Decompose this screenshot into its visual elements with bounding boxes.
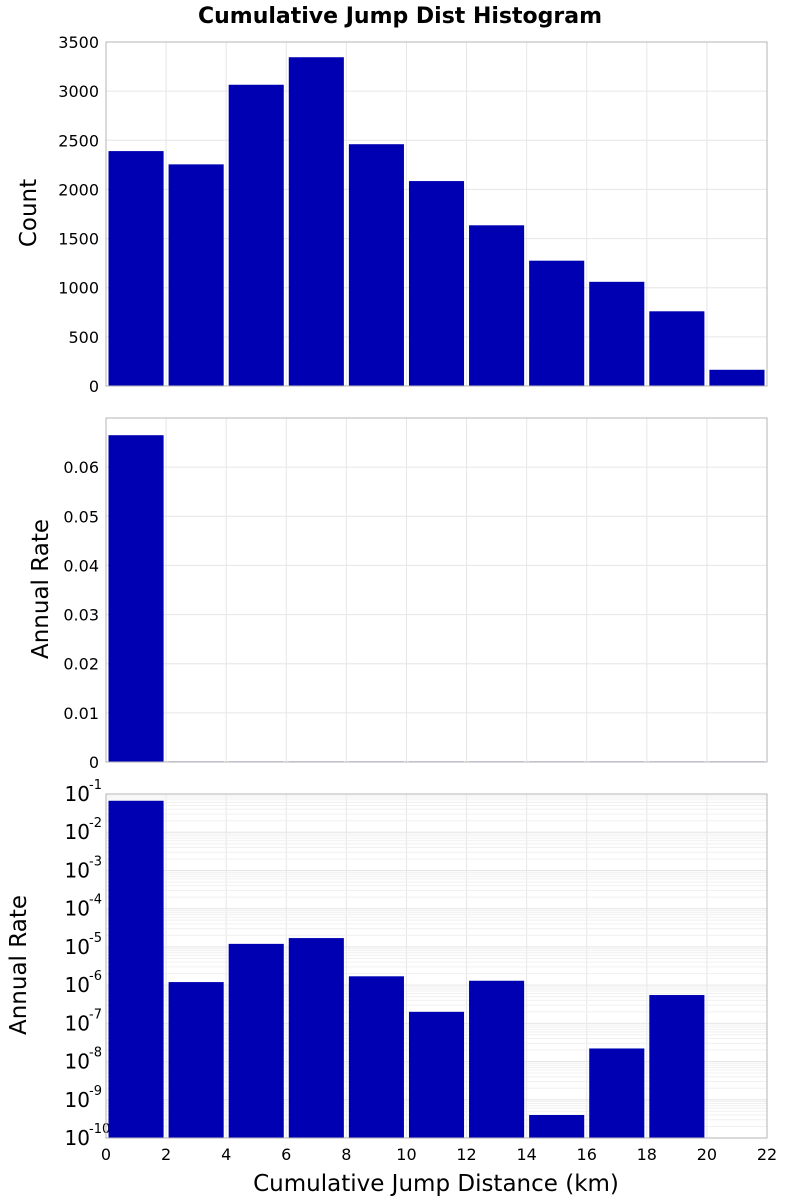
y-tick-label: 0.05 [63, 507, 99, 526]
x-tick-label: 22 [757, 1145, 777, 1164]
histogram-bar [469, 980, 525, 1138]
x-tick-label: 4 [221, 1145, 231, 1164]
histogram-bar [529, 1114, 585, 1138]
y-tick-label: 0.01 [63, 704, 99, 723]
y-tick-label: 2000 [58, 180, 99, 199]
histogram-bar [168, 164, 224, 386]
x-tick-label: 14 [516, 1145, 536, 1164]
x-tick-label: 0 [101, 1145, 111, 1164]
y-axis-label-annual-rate-log: Annual Rate [6, 895, 32, 1035]
x-tick-label: 16 [577, 1145, 597, 1164]
y-tick-label: 0.02 [63, 655, 99, 674]
histogram-bar [348, 144, 404, 386]
y-tick-label: 10 [65, 935, 90, 959]
histogram-bar [108, 800, 164, 1138]
y-tick-label: 500 [68, 328, 99, 347]
x-tick-label: 6 [281, 1145, 291, 1164]
y-axis-label-annual-rate: Annual Rate [28, 519, 54, 659]
histogram-bar [649, 995, 705, 1138]
y-tick-exponent: -7 [89, 1007, 102, 1022]
y-tick-exponent: -10 [89, 1122, 110, 1137]
count-histogram-panel: 0 500 1000 1500 2000 2500 3000 3500 [58, 33, 768, 396]
histogram-bar [288, 57, 344, 387]
y-tick-label: 0.03 [63, 606, 99, 625]
y-axis-label-count: Count [16, 179, 42, 247]
x-axis-label: Cumulative Jump Distance (km) [253, 1171, 619, 1197]
plot-frame [105, 417, 768, 763]
y-tick-label: 1500 [58, 230, 99, 249]
y-tick-label: 10 [65, 1088, 90, 1112]
histogram-bar [108, 151, 164, 386]
y-tick-label: 0 [89, 753, 99, 772]
y-tick-label: 10 [65, 820, 90, 844]
y-tick-label: 10 [65, 1050, 90, 1074]
y-tick-exponent: -1 [89, 778, 102, 793]
y-tick-label: 10 [65, 782, 90, 806]
y-tick-label: 0.04 [63, 556, 99, 575]
histogram-bar [228, 943, 284, 1138]
y-tick-label: 10 [65, 1011, 90, 1035]
histogram-bar [649, 311, 705, 386]
y-tick-label: 0.06 [63, 458, 99, 477]
x-tick-label: 18 [637, 1145, 657, 1164]
chart-title: Cumulative Jump Dist Histogram [198, 4, 602, 29]
x-tick-label: 2 [161, 1145, 171, 1164]
y-tick-exponent: -3 [89, 854, 102, 869]
annual-rate-linear-panel: 0 0.01 0.02 0.03 0.04 0.05 0.06 [63, 417, 768, 772]
x-tick-label: 8 [341, 1145, 351, 1164]
histogram-bar [589, 1048, 645, 1138]
histogram-bar [288, 938, 344, 1138]
histogram-bar [469, 225, 525, 386]
plot-frame [105, 793, 768, 1139]
histogram-bar [228, 84, 284, 387]
y-tick-label: 0 [89, 377, 99, 396]
histogram-bar [168, 982, 224, 1138]
y-tick-label: 1000 [58, 279, 99, 298]
y-tick-label: 3000 [58, 82, 99, 101]
histogram-bar [408, 1011, 465, 1138]
y-tick-label: 10 [65, 1126, 90, 1150]
x-tick-label: 20 [697, 1145, 717, 1164]
histogram-bar [108, 435, 164, 762]
plot-frame [105, 41, 768, 387]
histogram-bar [529, 260, 585, 386]
x-tick-label: 10 [396, 1145, 416, 1164]
y-tick-exponent: -5 [89, 931, 102, 946]
y-tick-label: 10 [65, 858, 90, 882]
y-tick-exponent: -6 [89, 969, 102, 984]
x-tick-label: 12 [456, 1145, 476, 1164]
y-tick-exponent: -2 [89, 816, 102, 831]
y-tick-label: 10 [65, 973, 90, 997]
histogram-bar [709, 369, 765, 386]
y-tick-label: 3500 [58, 33, 99, 52]
y-tick-exponent: -9 [89, 1084, 102, 1099]
y-tick-exponent: -8 [89, 1046, 102, 1061]
histogram-bar [589, 281, 645, 386]
y-tick-exponent: -4 [89, 893, 102, 908]
y-tick-label: 10 [65, 897, 90, 921]
histogram-bar [348, 976, 404, 1138]
histogram-bar [408, 181, 465, 386]
y-tick-label: 2500 [58, 131, 99, 150]
